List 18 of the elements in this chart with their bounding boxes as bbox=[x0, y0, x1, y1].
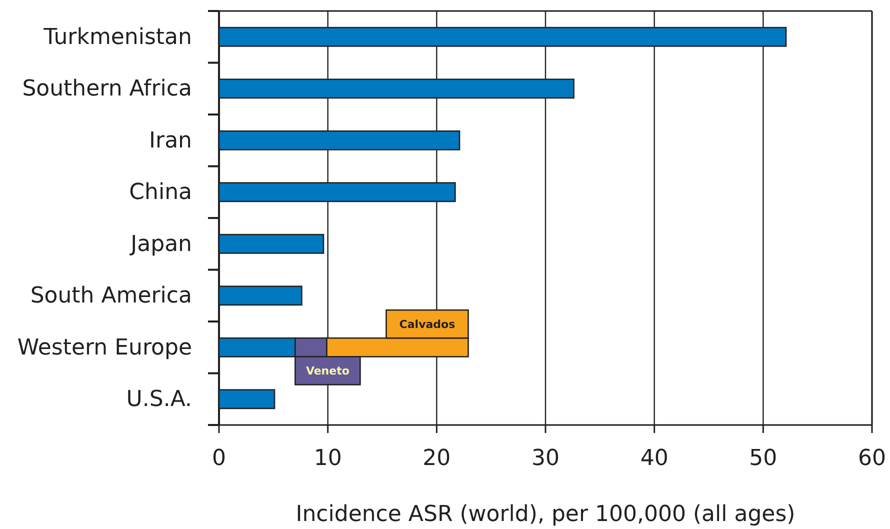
y-tick-label: China bbox=[129, 180, 192, 206]
x-tick-label: 0 bbox=[212, 446, 226, 471]
x-tick-label: 50 bbox=[749, 446, 778, 471]
y-tick-label: Western Europe bbox=[17, 335, 192, 360]
x-tick-label: 60 bbox=[858, 446, 886, 471]
y-tick-label: South America bbox=[30, 284, 192, 309]
y-tick-label: Japan bbox=[128, 232, 192, 257]
x-tick-label: 30 bbox=[532, 446, 560, 471]
x-tick-label: 10 bbox=[314, 446, 342, 471]
series-label: Veneto bbox=[306, 364, 350, 378]
x-tick-label: 40 bbox=[640, 446, 668, 471]
x-axis-title: Incidence ASR (world), per 100,000 (all ages) bbox=[296, 502, 796, 527]
x-tick-label: 20 bbox=[422, 446, 451, 471]
y-tick-label: Iran bbox=[149, 128, 192, 154]
y-tick-label: Southern Africa bbox=[22, 76, 192, 102]
series-label: Calvados bbox=[399, 318, 456, 332]
y-tick-label: Turkmenistan bbox=[42, 24, 192, 50]
y-tick-label: U.S.A. bbox=[126, 387, 192, 412]
